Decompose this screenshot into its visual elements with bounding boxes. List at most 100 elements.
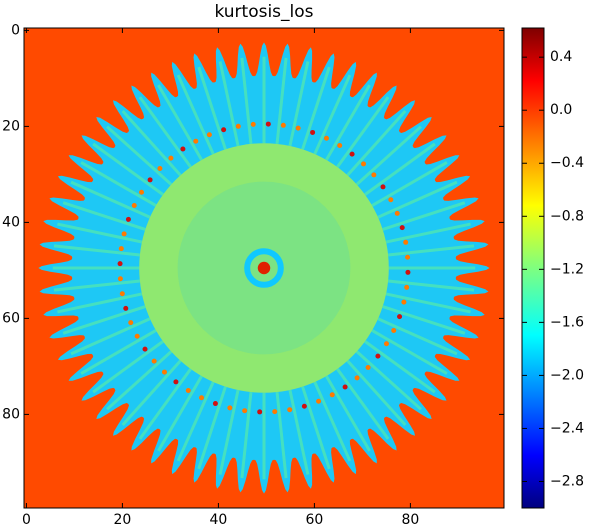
heatmap-center-ring	[244, 248, 284, 288]
heatmap-ray	[138, 96, 192, 168]
colorbar-tick-label: −2.4	[550, 420, 584, 436]
heatmap-ray	[176, 381, 215, 462]
heatmap-center	[257, 261, 271, 275]
heatmap-ray	[377, 317, 458, 356]
heatmap-spot	[280, 122, 286, 128]
heatmap-spot	[117, 276, 123, 282]
heatmap-ray	[92, 340, 164, 394]
heatmap-spot	[287, 407, 293, 413]
heatmap-ray	[240, 57, 253, 145]
heatmap-ray	[346, 359, 407, 426]
x-tick-label: 40	[209, 512, 227, 524]
heatmap-ray	[336, 368, 390, 440]
heatmap-spot	[394, 210, 400, 216]
heatmap-spot	[250, 121, 256, 127]
heatmap-spot	[361, 161, 367, 167]
colorbar	[521, 27, 545, 509]
heatmap-ray	[176, 74, 215, 155]
heatmap-spot	[401, 299, 407, 305]
colorbar-tick-label: −0.4	[550, 155, 584, 171]
heatmap-spot	[295, 125, 301, 131]
heatmap-spot	[199, 395, 205, 401]
heatmap-ray	[371, 161, 448, 207]
heatmap-spot	[349, 151, 355, 157]
heatmap-ray	[121, 359, 182, 426]
heatmap-spot	[227, 405, 233, 411]
heatmap-spot	[212, 401, 218, 407]
heatmap-ray	[385, 222, 471, 244]
heatmap-spot	[380, 184, 386, 190]
heatmap-spot	[151, 358, 157, 364]
heatmap-ray	[62, 305, 146, 335]
heatmap-ray	[382, 305, 466, 335]
heatmap-ray	[62, 201, 146, 231]
heatmap-spot	[388, 197, 394, 203]
heatmap-spot	[405, 269, 411, 275]
heatmap-ray	[387, 244, 475, 257]
heatmap-spot	[397, 314, 403, 320]
heatmap-spot	[403, 239, 409, 245]
heatmap-ray	[80, 161, 157, 207]
x-tick-label: 0	[22, 512, 31, 524]
x-tick-label: 20	[113, 512, 131, 524]
heatmap-ray	[382, 201, 466, 231]
heatmap-spot	[301, 403, 307, 409]
heatmap-spot	[242, 408, 248, 414]
chart-title: kurtosis_los	[214, 2, 313, 22]
x-tick-label: 80	[401, 512, 419, 524]
heatmap-spot	[342, 384, 348, 390]
heatmap-spot	[375, 353, 381, 359]
colorbar-tick-label: −1.6	[550, 314, 584, 330]
heatmap-ray	[313, 381, 352, 462]
heatmap-spot	[131, 203, 137, 209]
heatmap-spot	[235, 123, 241, 129]
heatmap-ray	[346, 110, 407, 177]
heatmap-ray	[92, 142, 164, 196]
heatmap-ray	[121, 110, 182, 177]
heatmap-spot	[147, 177, 153, 183]
heatmap-ray	[106, 350, 173, 411]
colorbar-tick-label: 0.4	[550, 49, 572, 65]
colorbar-tick-label: −0.8	[550, 208, 584, 224]
heatmap-ray	[197, 66, 227, 150]
heatmap-spot	[316, 398, 322, 404]
heatmap-ray	[80, 329, 157, 375]
plot-frame	[23, 27, 505, 509]
heatmap-ray	[57, 292, 143, 314]
heatmap-ray	[197, 386, 227, 470]
heatmap-spot	[121, 231, 127, 237]
heatmap-ray	[336, 96, 390, 168]
y-tick-label: 60	[2, 310, 20, 326]
heatmap-ray	[301, 386, 331, 470]
heatmap-spot	[272, 409, 278, 415]
heatmap-spot	[337, 143, 343, 149]
heatmap-ray	[325, 84, 371, 161]
heatmap-ray	[288, 61, 310, 147]
heatmap-spot	[139, 189, 145, 195]
heatmap-spot	[128, 320, 134, 326]
heatmap-ray	[364, 142, 436, 196]
heatmap-ray	[240, 391, 253, 479]
heatmap-spot	[354, 375, 360, 381]
heatmap-spot	[134, 333, 140, 339]
heatmap-spot	[185, 387, 191, 393]
heatmap-ray	[288, 389, 310, 475]
heatmap-spot	[118, 246, 124, 252]
heatmap-spot	[221, 127, 227, 133]
heatmap-ray	[138, 368, 192, 440]
heatmap-spot	[161, 369, 167, 375]
heatmap-ray	[355, 350, 422, 411]
heatmap-spot	[257, 409, 263, 415]
heatmap-ray	[106, 125, 173, 186]
heatmap-spot	[173, 379, 179, 385]
heatmap-spot	[168, 155, 174, 161]
heatmap-spot	[399, 225, 405, 231]
heatmap-ray	[385, 292, 471, 314]
heatmap-spot	[142, 346, 148, 352]
heatmap-spot	[405, 254, 411, 260]
heatmap-spot	[265, 121, 271, 127]
heatmap-spot	[383, 341, 389, 347]
heatmap-spot	[310, 129, 316, 135]
heatmap-spot	[180, 146, 186, 152]
